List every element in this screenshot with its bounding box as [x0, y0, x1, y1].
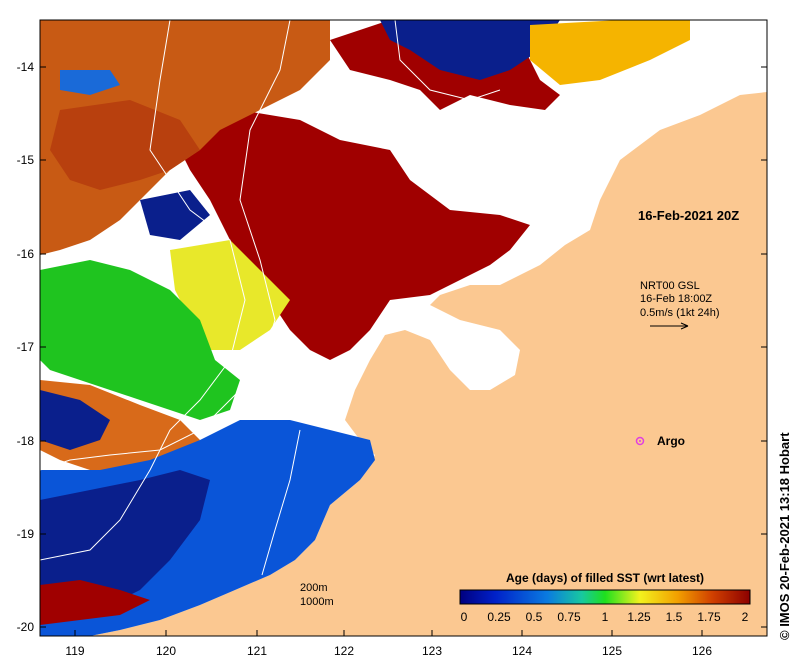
x-tick-label: 119: [65, 644, 84, 658]
land-mass: [90, 92, 767, 636]
x-tick-label: 121: [247, 644, 267, 658]
colorbar-tick: 0: [461, 610, 468, 624]
region-blue-patch: [60, 70, 120, 95]
region-yellow-top: [530, 20, 690, 85]
colorbar-tick: 1.25: [627, 610, 651, 624]
product-name: NRT00 GSL: [640, 280, 700, 292]
y-tick-label: -18: [17, 434, 35, 448]
x-tick-label: 125: [602, 644, 622, 658]
contour-shelf: [394, 20, 501, 101]
region-green: [40, 260, 240, 420]
colorbar-tick: 0.25: [487, 610, 511, 624]
colorbar: Age (days) of filled SST (wrt latest) 0 …: [459, 571, 751, 624]
colorbar-title: Age (days) of filled SST (wrt latest): [506, 571, 704, 585]
velocity-scale-label: 0.5m/s (1kt 24h): [640, 307, 719, 319]
colorbar-tick: 1: [602, 610, 609, 624]
depth-1000-label: 1000m: [300, 596, 334, 608]
contour-1000m: [40, 20, 291, 471]
region-old-sst: [170, 110, 530, 360]
colorbar-tick: 1.75: [697, 610, 721, 624]
region-navy-patch: [140, 190, 210, 240]
colorbar-tick: 1.5: [666, 610, 683, 624]
region-orange-sst-2: [50, 100, 200, 190]
y-axis: -14 -15 -16 -17 -18 -19 -20: [17, 60, 767, 634]
region-navy-2: [40, 390, 110, 450]
velocity-scale-arrow: [650, 322, 689, 330]
x-tick-label: 124: [512, 644, 532, 658]
argo-float-icon: [635, 436, 645, 446]
x-tick-label: 126: [692, 644, 712, 658]
y-tick-label: -20: [17, 620, 35, 634]
colorbar-tick: 2: [742, 610, 749, 624]
contour-200m: [40, 20, 246, 561]
plot-frame: [39, 19, 768, 637]
y-tick-label: -14: [17, 60, 35, 74]
y-tick-label: -15: [17, 153, 35, 167]
x-axis: 119 120 121 122 123 124 125 126: [65, 630, 712, 658]
region-navy-top: [380, 20, 560, 80]
x-tick-label: 123: [422, 644, 442, 658]
credit-label: © IMOS 20-Feb-2021 13:18 Hobart: [777, 432, 792, 640]
x-tick-label: 122: [334, 644, 354, 658]
product-time: 16-Feb 18:00Z: [640, 293, 712, 305]
region-red-bottom: [40, 580, 150, 625]
argo-label: Argo: [657, 434, 685, 448]
colorbar-tick: 0.75: [557, 610, 581, 624]
sst-field: [40, 20, 767, 636]
colorbar-gradient: [459, 589, 751, 605]
y-tick-label: -16: [17, 247, 35, 261]
depth-200-label: 200m: [300, 582, 328, 594]
x-tick-label: 120: [156, 644, 176, 658]
y-tick-label: -19: [17, 527, 35, 541]
colorbar-tick: 0.5: [526, 610, 543, 624]
date-label: 16-Feb-2021 20Z: [638, 208, 739, 223]
contour-south: [261, 429, 301, 576]
y-tick-label: -17: [17, 340, 35, 354]
